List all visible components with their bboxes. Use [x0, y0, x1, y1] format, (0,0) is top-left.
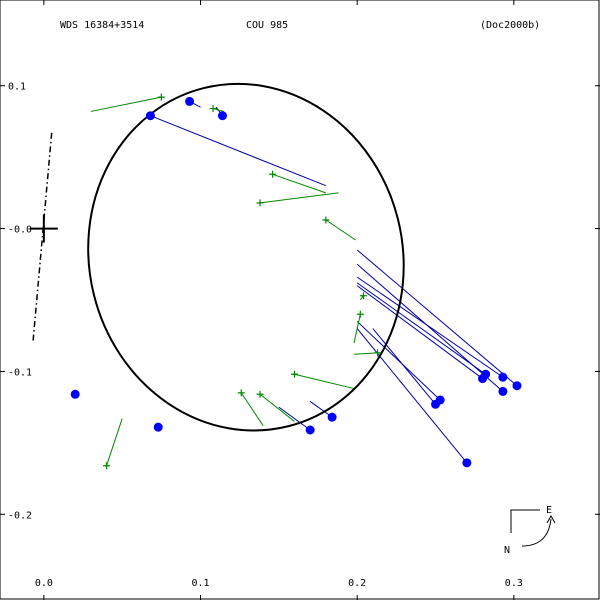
- speckle-observation-point: [327, 412, 337, 422]
- speckle-observation-point: [498, 386, 508, 396]
- visual-observation-point: [359, 292, 367, 300]
- residual-line: [259, 393, 295, 422]
- speckle-observation-point: [153, 422, 163, 432]
- residual-line: [354, 352, 378, 355]
- residual-line: [356, 285, 483, 379]
- speckle-observation-point: [481, 369, 491, 379]
- compass-rotation-arc: [521, 518, 552, 547]
- speckle-observation-point: [512, 381, 522, 391]
- visual-observation-point: [374, 349, 382, 357]
- residual-line: [272, 173, 327, 194]
- compass-arms: [510, 509, 540, 533]
- residual-line: [278, 406, 311, 431]
- residual-line: [240, 392, 264, 426]
- residual-line: [294, 373, 355, 390]
- speckle-observation-point: [305, 425, 315, 435]
- x-tick-label: 0.1: [191, 578, 209, 589]
- residual-line: [353, 314, 361, 343]
- residual-line: [356, 276, 504, 378]
- visual-observation-point: [103, 462, 111, 470]
- residual-line: [259, 192, 339, 204]
- speckle-observation-point: [145, 111, 155, 121]
- residual-line: [325, 219, 356, 241]
- speckle-observation-point: [185, 96, 195, 106]
- orbit-reference: (Doc2000b): [480, 20, 540, 31]
- residual-line: [356, 249, 518, 387]
- speckle-observation-point: [217, 111, 227, 121]
- visual-observation-point: [322, 216, 330, 224]
- observation-marks: [70, 93, 522, 470]
- visual-observation-point: [356, 310, 364, 318]
- orbit-ellipse: [87, 82, 405, 432]
- speckle-observation-point: [435, 395, 445, 405]
- line-of-nodes: [32, 132, 53, 343]
- speckle-observation-point: [498, 372, 508, 382]
- visual-observation-point: [209, 105, 217, 113]
- x-tick-label: 0.0: [35, 578, 53, 589]
- orbit-layer: [29, 82, 405, 432]
- speckle-observation-point: [70, 389, 80, 399]
- x-tick-label: 0.3: [505, 578, 523, 589]
- residual-line: [90, 96, 162, 112]
- visual-observation-point: [237, 389, 245, 397]
- compass-north-label: N: [504, 545, 510, 556]
- visual-observation-point: [269, 170, 277, 178]
- speckle-observation-point: [462, 458, 472, 468]
- compass-east-label: E: [546, 505, 552, 516]
- y-tick-label: -0.2: [8, 510, 32, 521]
- star-designation: WDS 16384+3514: [60, 20, 144, 31]
- residual-line: [356, 321, 441, 401]
- compass-arrowhead: [546, 514, 556, 524]
- x-tick-label: 0.2: [348, 578, 366, 589]
- residual-line: [106, 418, 123, 466]
- y-tick-label: -0.1: [8, 367, 32, 378]
- visual-observation-point: [256, 199, 264, 207]
- residual-line: [150, 115, 327, 187]
- compass: N E: [504, 505, 556, 556]
- visual-observation-point: [256, 390, 264, 398]
- visual-observation-point: [157, 93, 165, 101]
- y-tick-label: 0.1: [8, 82, 26, 93]
- residual-line: [356, 263, 504, 392]
- discoverer-code: COU 985: [246, 20, 288, 31]
- visual-observation-point: [291, 370, 299, 378]
- residual-lines: [90, 96, 518, 466]
- residual-line: [356, 282, 486, 375]
- residual-line: [356, 328, 468, 464]
- y-tick-label: -0.0: [8, 225, 32, 236]
